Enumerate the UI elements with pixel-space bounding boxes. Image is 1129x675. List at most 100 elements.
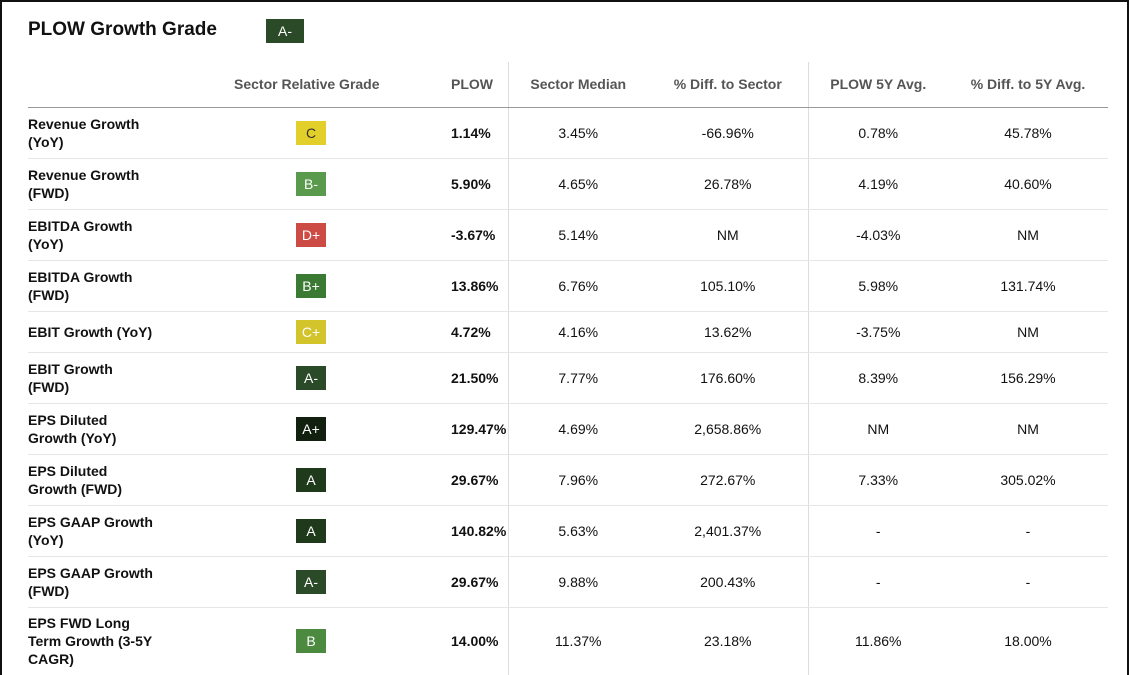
metric-name-line: EPS GAAP Growth — [28, 564, 153, 581]
header-sector-relative-grade[interactable]: Sector Relative Grade — [171, 62, 451, 108]
plow-5y-avg-value: -4.03% — [808, 209, 948, 261]
sector-relative-grade-cell: C+ — [171, 311, 451, 353]
diff-to-5y-avg-value: 305.02% — [948, 454, 1108, 506]
sector-relative-grade-cell: D+ — [171, 209, 451, 261]
sector-relative-grade-cell: A- — [171, 556, 451, 608]
metric-name-line: (FWD) — [28, 286, 70, 303]
metric-name-line: EPS Diluted — [28, 411, 108, 428]
plow-value: 5.90% — [451, 158, 509, 210]
grade-badge: A+ — [296, 416, 326, 441]
metric-name-line: (FWD) — [28, 378, 70, 395]
grade-badge: B- — [296, 171, 326, 196]
diff-to-sector-value: 176.60% — [648, 352, 809, 404]
plow-value: 1.14% — [451, 107, 509, 159]
diff-to-sector-value: 2,658.86% — [648, 403, 809, 455]
diff-to-sector-value: 2,401.37% — [648, 505, 809, 557]
diff-to-sector-value: 23.18% — [648, 607, 809, 675]
plow-value: 14.00% — [451, 607, 509, 675]
plow-5y-avg-value: 0.78% — [808, 107, 948, 159]
sector-median-value: 4.69% — [508, 403, 648, 455]
plow-5y-avg-value: 11.86% — [808, 607, 948, 675]
header-plow[interactable]: PLOW — [451, 62, 509, 108]
header-sector-median[interactable]: Sector Median — [508, 62, 648, 108]
plow-value: 4.72% — [451, 311, 509, 353]
plow-value: 29.67% — [451, 556, 509, 608]
table-row: EPS GAAP Growth (FWD) A- 29.67% 9.88% 200.43%… — [28, 556, 1108, 608]
table-row: EPS GAAP Growth (YoY) A 140.82% 5.63% 2,401.3… — [28, 505, 1108, 557]
plow-5y-avg-value: 8.39% — [808, 352, 948, 404]
metric-name-line: (FWD) — [28, 184, 70, 201]
metric-name-line: EPS Diluted — [28, 462, 108, 479]
diff-to-sector-value: 272.67% — [648, 454, 809, 506]
table-row: EBIT Growth (FWD) A- 21.50% 7.77% 176.60% 8.39… — [28, 352, 1108, 404]
header-metric — [28, 62, 171, 108]
metric-name[interactable]: EPS GAAP Growth (YoY) — [28, 505, 171, 557]
page-title: PLOW Growth Grade — [28, 19, 217, 40]
table-row: Revenue Growth (FWD) B- 5.90% 4.65% 26.78% 4.1… — [28, 158, 1108, 210]
table-row: Revenue Growth (YoY) C 1.14% 3.45% -66.96% 0.7… — [28, 107, 1108, 159]
metric-name-line: Growth (YoY) — [28, 429, 117, 446]
metric-name-line: (YoY) — [28, 235, 64, 252]
sector-median-value: 11.37% — [508, 607, 648, 675]
overall-grade-badge: A- — [266, 19, 304, 43]
metric-name[interactable]: Revenue Growth (YoY) — [28, 107, 171, 159]
sector-relative-grade-cell: A+ — [171, 403, 451, 455]
sector-relative-grade-cell: B+ — [171, 260, 451, 312]
metric-name-line: Revenue Growth — [28, 166, 140, 183]
plow-5y-avg-value: 7.33% — [808, 454, 948, 506]
diff-to-sector-value: 105.10% — [648, 260, 809, 312]
metric-name-line: EBIT Growth (YoY) — [28, 323, 153, 340]
metric-name[interactable]: EBIT Growth (YoY) — [28, 311, 171, 353]
grade-badge: A- — [296, 365, 326, 390]
metric-name[interactable]: EBIT Growth (FWD) — [28, 352, 171, 404]
sector-median-value: 4.65% — [508, 158, 648, 210]
metric-name[interactable]: EPS Diluted Growth (YoY) — [28, 403, 171, 455]
sector-relative-grade-cell: A- — [171, 352, 451, 404]
grade-badge: A — [296, 518, 326, 543]
plow-5y-avg-value: NM — [808, 403, 948, 455]
metric-name[interactable]: EPS FWD Long Term Growth (3-5Y CAGR) — [28, 607, 171, 675]
plow-5y-avg-value: 4.19% — [808, 158, 948, 210]
header-plow-5y-avg[interactable]: PLOW 5Y Avg. — [808, 62, 948, 108]
grade-badge: C+ — [296, 319, 326, 344]
sector-median-value: 5.14% — [508, 209, 648, 261]
table-row: EPS Diluted Growth (FWD) A 29.67% 7.96% 272.6… — [28, 454, 1108, 506]
plow-5y-avg-value: - — [808, 505, 948, 557]
table-row: EBITDA Growth (YoY) D+ -3.67% 5.14% NM -4.03% N… — [28, 209, 1108, 261]
sector-relative-grade-cell: B- — [171, 158, 451, 210]
sector-relative-grade-cell: C — [171, 107, 451, 159]
diff-to-5y-avg-value: NM — [948, 311, 1108, 353]
sector-median-value: 5.63% — [508, 505, 648, 557]
diff-to-5y-avg-value: - — [948, 505, 1108, 557]
diff-to-5y-avg-value: NM — [948, 403, 1108, 455]
metric-name-line: (YoY) — [28, 531, 64, 548]
plow-value: 29.67% — [451, 454, 509, 506]
diff-to-sector-value: 200.43% — [648, 556, 809, 608]
diff-to-sector-value: -66.96% — [648, 107, 809, 159]
metric-name-line: Growth (FWD) — [28, 480, 123, 497]
grade-badge: A- — [296, 569, 326, 594]
diff-to-sector-value: 13.62% — [648, 311, 809, 353]
plow-value: -3.67% — [451, 209, 509, 261]
metric-name[interactable]: EBITDA Growth (FWD) — [28, 260, 171, 312]
metric-name[interactable]: Revenue Growth (FWD) — [28, 158, 171, 210]
table-row: EBITDA Growth (FWD) B+ 13.86% 6.76% 105.10% 5.… — [28, 260, 1108, 312]
header-diff-sector[interactable]: % Diff. to Sector — [648, 62, 809, 108]
metric-name-line: Revenue Growth — [28, 115, 140, 132]
diff-to-5y-avg-value: 156.29% — [948, 352, 1108, 404]
growth-table: Sector Relative Grade PLOW Sector Median… — [28, 62, 1108, 675]
grade-badge: A — [296, 467, 326, 492]
metric-name[interactable]: EPS GAAP Growth (FWD) — [28, 556, 171, 608]
title-row: PLOW Growth Grade — [28, 17, 217, 43]
sector-median-value: 9.88% — [508, 556, 648, 608]
metric-name-line: (FWD) — [28, 582, 70, 599]
metric-name-line: EBIT Growth — [28, 360, 113, 377]
metric-name[interactable]: EPS Diluted Growth (FWD) — [28, 454, 171, 506]
diff-to-5y-avg-value: - — [948, 556, 1108, 608]
metric-name[interactable]: EBITDA Growth (YoY) — [28, 209, 171, 261]
diff-to-sector-value: 26.78% — [648, 158, 809, 210]
diff-to-5y-avg-value: 131.74% — [948, 260, 1108, 312]
grade-badge: B — [296, 629, 326, 653]
header-diff-5y-avg[interactable]: % Diff. to 5Y Avg. — [948, 62, 1108, 108]
